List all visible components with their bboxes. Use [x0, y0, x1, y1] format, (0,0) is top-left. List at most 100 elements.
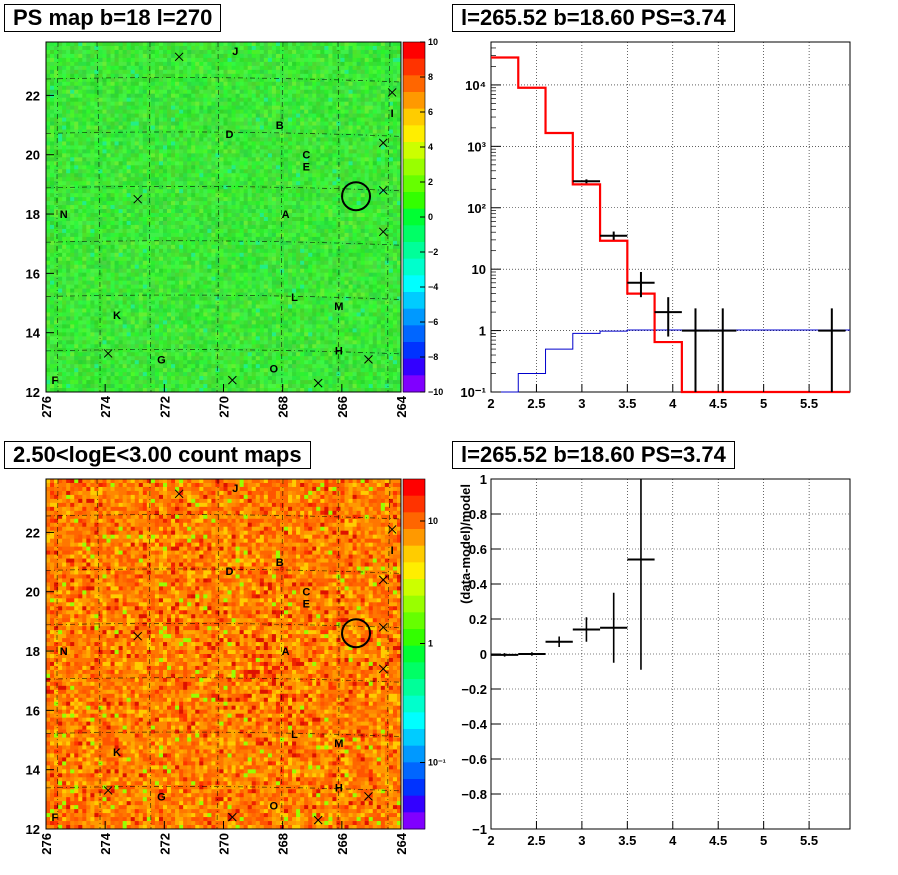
psmap-cell — [90, 217, 95, 222]
psmap-cell — [247, 77, 253, 83]
psmap-cell — [54, 228, 59, 234]
psmap-cell — [66, 181, 71, 186]
psmap-cell — [118, 252, 124, 258]
psmap-cell — [130, 252, 136, 258]
psmap-cell — [90, 45, 95, 51]
psmap-cell — [271, 260, 277, 266]
psmap-cell — [58, 268, 63, 274]
psmap-cell — [187, 61, 192, 67]
psmap-cell — [102, 368, 107, 373]
psmap-cell — [146, 328, 152, 333]
psmap-cell — [255, 117, 261, 122]
psmap-cell — [98, 85, 103, 91]
psmap-cell — [114, 288, 120, 293]
psmap-cell — [122, 356, 128, 361]
psmap-cell — [126, 232, 132, 238]
psmap-cell — [78, 316, 83, 321]
psmap-cell — [267, 372, 273, 377]
psmap-cell — [50, 344, 55, 349]
psmap-cell — [207, 89, 212, 95]
psmap-cell — [211, 296, 216, 301]
psmap-cell — [134, 105, 140, 111]
psmap-cell — [66, 193, 71, 198]
psmap-cell — [90, 169, 95, 174]
psmap-cell — [78, 376, 83, 381]
psmap-cell — [183, 213, 188, 218]
psmap-cell — [134, 264, 140, 270]
psmap-cell — [50, 145, 55, 150]
psmap-cell — [219, 49, 224, 55]
psmap-cell — [62, 300, 67, 305]
psmap-cell — [231, 57, 236, 63]
psmap-cell — [247, 384, 253, 389]
psmap-cell — [154, 380, 160, 385]
psmap-cell — [130, 284, 136, 289]
psmap-cell — [162, 42, 168, 47]
psmap-cell — [78, 304, 83, 309]
psmap-cell — [183, 169, 188, 174]
psmap-cell — [171, 368, 176, 373]
psmap-cell — [267, 360, 273, 365]
psmap-cell — [162, 153, 168, 158]
psmap-cell — [267, 201, 273, 206]
psmap-cell — [130, 304, 136, 309]
psmap-cell — [54, 372, 59, 377]
psmap-cell — [66, 328, 71, 333]
psmap-cell — [243, 384, 249, 389]
psmap-cell — [46, 81, 51, 87]
psmap-cell — [231, 220, 236, 226]
psmap-cell — [102, 380, 107, 385]
psmap-cell — [255, 189, 261, 194]
psmap-cell — [247, 197, 253, 202]
psmap-cell — [110, 137, 115, 142]
psmap-cell — [255, 181, 261, 186]
psmap-cell — [150, 268, 156, 274]
psmap-cell — [50, 364, 55, 369]
psmap-cell — [231, 356, 236, 361]
psmap-cell — [263, 129, 269, 134]
psmap-cell — [227, 173, 232, 178]
psmap-cell — [138, 260, 144, 266]
psmap-cell — [223, 153, 228, 158]
psmap-cell — [118, 340, 124, 345]
psmap-cell — [191, 209, 196, 214]
psmap-cell — [142, 209, 148, 214]
psmap-cell — [126, 260, 132, 266]
psmap-cell — [98, 224, 103, 230]
psmap-cell — [255, 61, 261, 67]
psmap-cell — [122, 117, 128, 122]
psmap-cell — [247, 284, 253, 289]
psmap-cell — [158, 244, 164, 250]
psmap-cell — [171, 324, 176, 329]
psmap-cell — [98, 384, 103, 389]
psmap-cell — [74, 89, 79, 95]
psmap-cell — [179, 193, 184, 198]
psmap-cell — [199, 272, 204, 278]
psmap-cell — [66, 256, 71, 262]
psmap-cell — [179, 173, 184, 178]
psmap-cell — [134, 364, 140, 369]
psmap-cell — [175, 42, 180, 47]
psmap-cell — [231, 85, 236, 91]
psmap-cell — [78, 81, 83, 87]
psmap-cell — [54, 169, 59, 174]
psmap-cell — [66, 244, 71, 250]
psmap-cell — [150, 153, 156, 158]
psmap-cell — [146, 161, 152, 166]
psmap-cell — [142, 141, 148, 146]
psmap-cell — [70, 264, 75, 270]
psmap-cell — [183, 368, 188, 373]
psmap-cell — [171, 209, 176, 214]
psmap-cell — [267, 157, 273, 162]
psmap-cell — [86, 288, 91, 293]
psmap-cell — [134, 89, 140, 95]
psmap-cell — [46, 296, 51, 301]
psmap-cell — [183, 217, 188, 222]
psmap-cell — [247, 209, 253, 214]
psmap-cell — [82, 368, 87, 373]
psmap-cell — [251, 296, 257, 301]
psmap-cell — [58, 93, 63, 99]
psmap-cell — [118, 324, 124, 329]
psmap-cell — [223, 53, 228, 59]
psmap-cell — [162, 149, 168, 154]
